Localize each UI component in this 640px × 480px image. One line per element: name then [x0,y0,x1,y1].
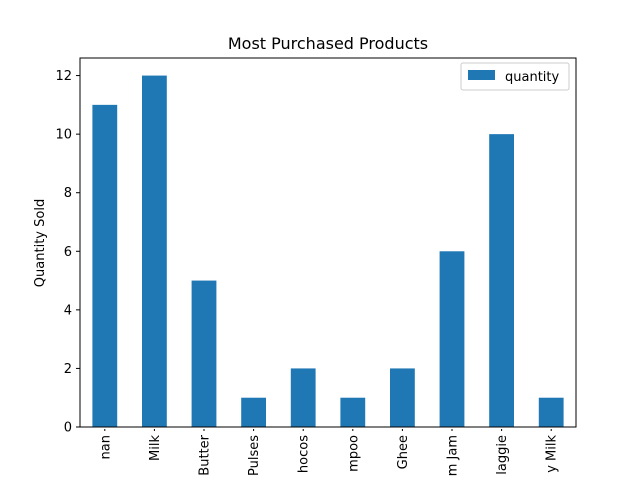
plot-area [79,57,577,428]
legend-frame [460,62,570,91]
bar-shampoo [340,397,366,427]
x-tick-label: Pulses [247,435,262,476]
x-tick-label: mpoo [346,435,361,472]
bar-jam-jam [439,251,465,427]
bar-ghee [390,368,415,427]
x-axis: nan Milk Butter Pulses hocos mpoo Ghee m Jam lag… [98,429,560,476]
x-tick-label: Milk [148,435,163,461]
y-tick-label: 12 [55,69,72,84]
bar-dairy-milk [538,397,564,427]
bar-maggie [489,134,514,427]
y-axis-label: Quantity Sold [33,199,48,287]
bar-pulses [241,397,266,427]
x-tick-label: laggie [495,435,510,475]
y-axis: 0 2 4 6 8 10 12 [55,69,80,436]
y-tick-label: 0 [64,421,72,436]
y-tick-label: 8 [64,186,72,201]
x-tick-label: Ghee [396,435,411,469]
legend-swatch [468,70,495,80]
y-tick-label: 2 [64,362,72,377]
bar-chocos [290,368,316,427]
y-tick-label: 10 [55,128,72,143]
x-tick-label: nan [98,435,113,459]
chart-title: Most Purchased Products [228,34,428,53]
x-tick-label: y Milk [545,435,560,473]
bar-milk [142,75,167,428]
bar-butter [191,280,217,427]
y-tick-label: 6 [64,245,72,260]
x-tick-label: hocos [297,435,312,473]
plot-frame [79,57,577,428]
x-tick-label: m Jam [446,435,461,476]
bar-nan [92,104,118,427]
legend-label: quantity [505,70,560,85]
legend: quantity [460,62,570,91]
y-tick-label: 4 [64,303,72,318]
x-tick-label: Butter [198,434,213,475]
